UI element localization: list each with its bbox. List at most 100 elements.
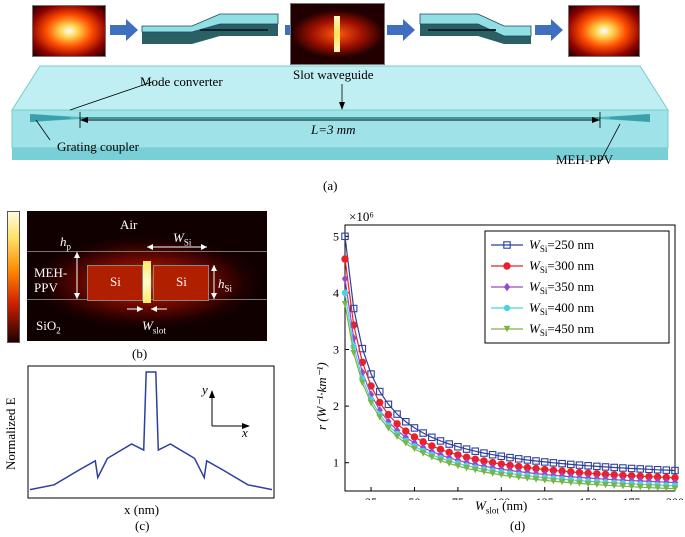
label-sio2: SiO2 [36, 318, 61, 336]
data-point [671, 466, 679, 475]
colorbar [7, 211, 20, 343]
ylabel-d: r (W⁻¹·km⁻¹) [314, 362, 329, 430]
data-point [384, 400, 393, 409]
mode-image-output [568, 5, 640, 57]
label-ppv: PPV [34, 280, 58, 295]
data-point [524, 475, 531, 482]
y-tick-label: 5 [333, 229, 339, 243]
label-mode-converter: Mode converter [140, 74, 223, 89]
data-point [671, 485, 679, 492]
label-si-left: Si [110, 274, 121, 289]
data-point [472, 467, 479, 474]
x-tick-label: 150 [579, 495, 597, 500]
waveguide-chip [11, 65, 669, 163]
data-point [550, 478, 557, 485]
mode-converter-drawing-1 [141, 13, 279, 44]
data-point [341, 289, 349, 297]
data-point [488, 450, 497, 459]
data-point [645, 484, 653, 491]
axis-y-label: y [202, 382, 208, 397]
data-point [411, 445, 418, 453]
x-tick-label: 50 [408, 495, 420, 500]
legend-marker [503, 262, 511, 270]
label-meh: MEH- [34, 265, 68, 280]
field-profile-line [29, 371, 273, 491]
data-point [593, 462, 601, 471]
legend-label: WSi=300 nm [529, 258, 594, 275]
data-point [601, 463, 610, 471]
data-point [410, 424, 419, 432]
data-point [341, 255, 349, 263]
data-point [419, 429, 427, 437]
data-point [393, 420, 401, 428]
caption-c: (c) [135, 518, 150, 533]
data-point [514, 455, 523, 463]
caption-d: (d) [510, 518, 526, 533]
x-tick-label: 125 [536, 495, 554, 500]
data-point [341, 274, 349, 283]
x-tick-label: 75 [452, 495, 464, 500]
label-air: Air [120, 217, 138, 232]
data-point [402, 418, 410, 426]
dimension-lines [74, 244, 217, 312]
mode-field-map [27, 211, 267, 341]
data-point [462, 445, 471, 453]
data-point [349, 304, 358, 313]
label-hp: hp [60, 234, 71, 252]
data-point [385, 425, 392, 432]
data-point [584, 480, 592, 488]
data-point [637, 483, 644, 491]
data-point [498, 471, 505, 479]
xlabel-c: x (nm) [124, 502, 160, 517]
data-point [341, 232, 349, 241]
data-point [454, 462, 462, 470]
data-point [428, 454, 436, 461]
legend-marker [503, 282, 511, 292]
data-point [611, 482, 618, 489]
data-point [428, 433, 436, 442]
data-point [437, 457, 444, 464]
data-point [653, 466, 662, 474]
data-point [480, 468, 488, 476]
label-slot-waveguide: Slot waveguide [293, 67, 374, 82]
axis-x-label: x [242, 425, 248, 440]
mode-image-input [32, 5, 106, 57]
data-point [575, 461, 584, 469]
data-point [376, 414, 383, 421]
data-point [393, 433, 401, 440]
data-point [567, 460, 575, 469]
data-point [532, 476, 540, 483]
data-point [602, 482, 609, 489]
data-point [567, 479, 574, 486]
data-point [350, 350, 357, 357]
data-point [480, 449, 488, 457]
data-point [627, 464, 636, 473]
data-point [471, 447, 480, 455]
data-point [558, 459, 566, 468]
data-point [663, 485, 670, 492]
label-si-right: Si [176, 274, 187, 289]
y-tick-label: 2 [333, 399, 339, 413]
data-point [584, 462, 592, 470]
data-point [662, 466, 671, 474]
nonlinearity-chart: 25 50 75 100 125 150 175 200 1 2 3 4 5 WSi=250 nm WSi=… [333, 224, 684, 500]
label-wslot: Wslot [142, 318, 166, 336]
y-tick-label: 1 [333, 456, 339, 470]
label-hsi: hSi [218, 276, 233, 294]
data-point [576, 480, 583, 487]
data-point [402, 440, 409, 447]
legend-label: WSi=450 nm [529, 321, 594, 338]
mode-converter-drawing-2 [419, 13, 532, 44]
arrow-right-icon [535, 19, 563, 41]
data-point [350, 343, 357, 350]
data-point [384, 410, 393, 419]
legend-marker [503, 325, 511, 333]
data-point [523, 456, 532, 464]
data-point [610, 463, 618, 472]
arrow-right-icon [110, 19, 138, 41]
data-point [628, 483, 635, 490]
field-profile-chart [27, 365, 275, 499]
label-length: L=3 mm [311, 122, 356, 137]
data-point [541, 477, 548, 484]
data-point [558, 478, 566, 486]
